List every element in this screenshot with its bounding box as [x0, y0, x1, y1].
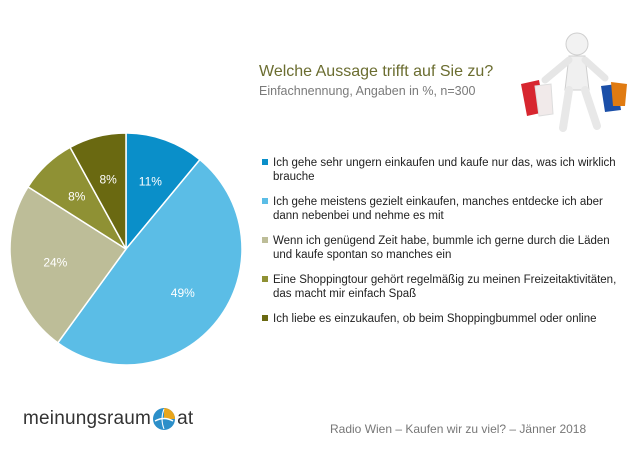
pie-slice — [69, 132, 127, 250]
legend-label: Eine Shoppingtour gehört regelmäßig zu m… — [273, 274, 617, 300]
pie-slice-label: 24% — [43, 255, 67, 269]
legend: Ich gehe sehr ungern einkaufen und kaufe… — [262, 156, 622, 337]
legend-label: Ich gehe sehr ungern einkaufen und kaufe… — [273, 157, 616, 183]
legend-item: Ich gehe meistens gezielt einkaufen, man… — [262, 195, 622, 223]
legend-swatch — [262, 315, 268, 321]
chart-subtitle: Einfachnennung, Angaben in %, n=300 — [259, 84, 476, 98]
legend-swatch — [262, 198, 268, 204]
legend-item: Eine Shoppingtour gehört regelmäßig zu m… — [262, 273, 622, 301]
chart-title: Welche Aussage trifft auf Sie zu? — [259, 63, 494, 80]
globe-icon — [153, 408, 176, 430]
logo-text-left: meinungsraum — [23, 408, 152, 429]
meinungsraum-logo: meinungsraum at — [23, 407, 193, 431]
legend-swatch — [262, 159, 268, 165]
pie-slice-label: 49% — [171, 286, 195, 300]
pie-slice — [56, 158, 243, 366]
legend-swatch — [262, 276, 268, 282]
legend-item: Wenn ich genügend Zeit habe, bummle ich … — [262, 234, 622, 262]
pie-slice-label: 8% — [99, 172, 117, 186]
pie-slice-label: 11% — [139, 174, 162, 188]
pie-slice-label: 8% — [68, 190, 86, 204]
legend-swatch — [262, 237, 268, 243]
shopping-figure-illustration — [521, 32, 627, 132]
pie-chart: 11% 49% 24% 8% 8% — [9, 132, 243, 366]
legend-item: Ich gehe sehr ungern einkaufen und kaufe… — [262, 156, 622, 184]
legend-label: Ich gehe meistens gezielt einkaufen, man… — [273, 196, 603, 222]
legend-label: Wenn ich genügend Zeit habe, bummle ich … — [273, 235, 610, 261]
pie-slice — [125, 132, 201, 252]
footer-text: Radio Wien – Kaufen wir zu viel? – Jänne… — [330, 422, 587, 436]
legend-label: Ich liebe es einzukaufen, ob beim Shoppi… — [273, 313, 597, 325]
logo-text-right: at — [177, 408, 194, 429]
pie-slice — [9, 185, 128, 344]
legend-item: Ich liebe es einzukaufen, ob beim Shoppi… — [262, 312, 622, 326]
